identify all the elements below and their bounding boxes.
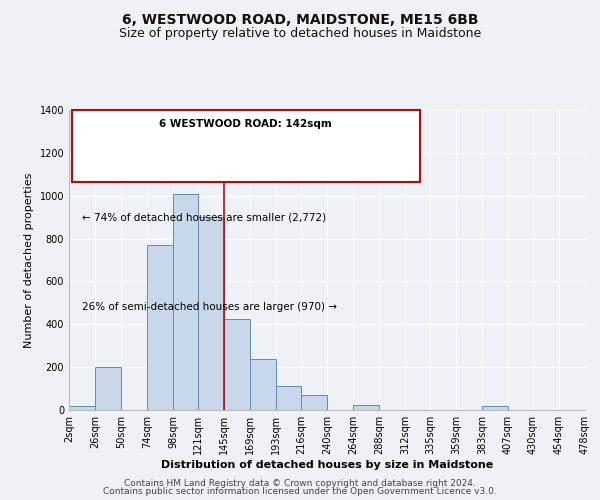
Bar	[301, 395, 327, 410]
X-axis label: Distribution of detached houses by size in Maidstone: Distribution of detached houses by size …	[161, 460, 493, 469]
Text: ← 74% of detached houses are smaller (2,772): ← 74% of detached houses are smaller (2,…	[82, 212, 326, 222]
Bar	[277, 386, 301, 410]
Text: Size of property relative to detached houses in Maidstone: Size of property relative to detached ho…	[119, 28, 481, 40]
Text: 6 WESTWOOD ROAD: 142sqm: 6 WESTWOOD ROAD: 142sqm	[160, 119, 332, 129]
Bar	[173, 194, 198, 410]
Bar	[250, 358, 276, 410]
Bar	[69, 406, 95, 410]
Bar	[95, 367, 121, 410]
FancyBboxPatch shape	[71, 110, 420, 182]
Text: Contains public sector information licensed under the Open Government Licence v3: Contains public sector information licen…	[103, 487, 497, 496]
Bar	[224, 319, 250, 410]
Bar	[482, 406, 508, 410]
Text: 26% of semi-detached houses are larger (970) →: 26% of semi-detached houses are larger (…	[82, 302, 337, 312]
Bar	[353, 404, 379, 410]
Bar	[148, 245, 173, 410]
Y-axis label: Number of detached properties: Number of detached properties	[24, 172, 34, 348]
Text: 6, WESTWOOD ROAD, MAIDSTONE, ME15 6BB: 6, WESTWOOD ROAD, MAIDSTONE, ME15 6BB	[122, 12, 478, 26]
Bar	[198, 217, 224, 410]
Text: Contains HM Land Registry data © Crown copyright and database right 2024.: Contains HM Land Registry data © Crown c…	[124, 478, 476, 488]
